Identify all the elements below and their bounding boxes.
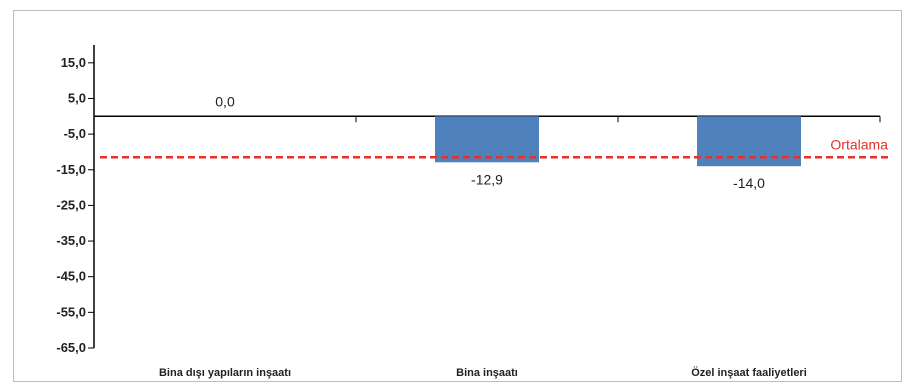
y-tick-label: -65,0: [56, 340, 86, 355]
y-tick-label: -55,0: [56, 304, 86, 319]
y-tick-label: 5,0: [68, 90, 86, 105]
category-label: Bina inşaatı: [456, 367, 518, 379]
data-label: 0,0: [215, 93, 235, 109]
bar: [697, 116, 801, 167]
y-axis: 15,0 5,0 -5,0 -15,0 -25,0 -35,0 -45,0 -55,0 -65,…: [56, 45, 95, 355]
data-label: -12,9: [471, 171, 503, 187]
y-tick-label: -35,0: [56, 233, 86, 248]
y-tick-label: -5,0: [64, 126, 86, 141]
y-tick-label: -15,0: [56, 162, 86, 177]
data-label: -14,0: [733, 175, 765, 191]
y-tick-label: -45,0: [56, 269, 86, 284]
chart-frame: [13, 10, 902, 382]
y-tick-label: 15,0: [61, 55, 86, 70]
y-tick-label: -25,0: [56, 197, 86, 212]
data-labels: 0,0 -12,9 -14,0: [215, 93, 765, 191]
bar: [435, 116, 539, 163]
bars: [435, 116, 801, 167]
reference-line-group: Ortalama: [100, 136, 890, 159]
category-label: Bina dışı yapıların inşaatı: [159, 367, 291, 379]
category-label: Özel inşaat faaliyetleri: [691, 366, 807, 379]
average-reference-label: Ortalama: [830, 136, 888, 152]
